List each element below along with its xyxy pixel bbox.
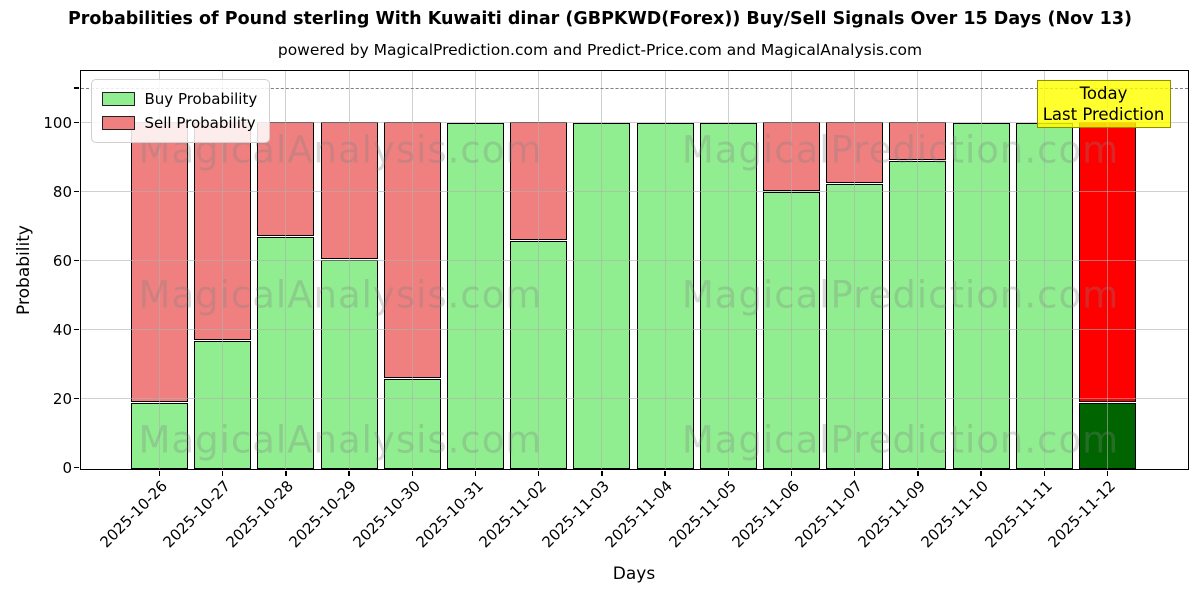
h-gridline xyxy=(80,328,1188,330)
v-gridline xyxy=(1106,70,1109,469)
legend-item: Buy Probability xyxy=(101,87,258,111)
x-tick-label: 2025-11-04 xyxy=(601,477,677,552)
threshold-dashed-line xyxy=(80,87,1188,89)
today-annotation: Today Last Prediction xyxy=(1036,79,1171,128)
y-tick-label: 40 xyxy=(52,320,72,339)
y-tick-label: 100 xyxy=(43,113,72,132)
v-gridline xyxy=(980,70,982,469)
x-tick-mark xyxy=(348,470,350,476)
h-gridline xyxy=(80,397,1188,400)
y-tick-mark xyxy=(73,121,79,124)
x-tick-label: 2025-11-03 xyxy=(538,477,614,552)
y-tick-label: 0 xyxy=(62,459,72,477)
annotation-line-2: Last Prediction xyxy=(1042,104,1165,124)
x-tick-mark xyxy=(1043,470,1046,476)
v-gridline xyxy=(285,70,287,469)
legend-label: Sell Probability xyxy=(144,113,256,132)
x-tick-mark xyxy=(727,470,730,476)
v-gridline xyxy=(411,70,413,469)
v-gridline xyxy=(158,70,161,469)
y-axis-label: Probability xyxy=(14,225,34,315)
x-tick-mark xyxy=(158,470,161,476)
x-tick-label: 2025-10-27 xyxy=(159,477,234,552)
x-tick-label: 2025-11-09 xyxy=(854,477,930,552)
x-tick-mark xyxy=(980,470,982,476)
v-gridline xyxy=(348,70,350,469)
v-gridline xyxy=(1043,70,1045,469)
y-tick-mark xyxy=(73,87,79,89)
v-gridline xyxy=(917,70,919,469)
y-tick-mark xyxy=(73,466,79,469)
y-tick-mark xyxy=(73,259,79,262)
legend-swatch xyxy=(101,91,135,106)
watermark-text: MagicalPrediction.com xyxy=(681,418,1120,461)
y-tick-label: 60 xyxy=(52,251,72,270)
v-gridline xyxy=(854,70,856,469)
x-tick-mark xyxy=(537,470,540,476)
y-tick-label: 80 xyxy=(52,182,72,201)
x-tick-mark xyxy=(221,470,224,476)
legend-swatch xyxy=(101,115,135,130)
x-tick-label: 2025-11-02 xyxy=(475,477,550,552)
x-tick-label: 2025-11-05 xyxy=(665,477,740,552)
watermark-text: MagicalPrediction.com xyxy=(681,273,1120,316)
x-tick-label: 2025-10-28 xyxy=(222,477,298,552)
legend-item: Sell Probability xyxy=(101,111,258,135)
v-gridline xyxy=(474,70,477,469)
chart-subtitle: powered by MagicalPrediction.com and Pre… xyxy=(277,41,923,59)
v-gridline xyxy=(222,70,224,469)
x-tick-label: 2025-10-31 xyxy=(412,477,487,552)
x-tick-label: 2025-11-11 xyxy=(981,477,1056,552)
x-tick-mark xyxy=(790,470,793,476)
y-tick-mark xyxy=(73,328,79,331)
x-tick-label: 2025-10-29 xyxy=(285,477,361,552)
x-tick-label: 2025-11-07 xyxy=(791,477,866,552)
y-tick-mark xyxy=(73,397,79,400)
y-tick-mark xyxy=(73,190,79,193)
x-tick-mark xyxy=(285,470,287,476)
v-gridline xyxy=(664,70,666,469)
h-gridline xyxy=(80,259,1188,261)
chart-title: Probabilities of Pound sterling With Kuw… xyxy=(67,9,1133,29)
v-gridline xyxy=(601,70,603,469)
x-tick-mark xyxy=(1106,470,1109,476)
legend: Buy Probability Sell Probability xyxy=(90,78,271,143)
x-tick-label: 2025-11-12 xyxy=(1044,477,1119,552)
y-tick-label: 20 xyxy=(52,389,72,408)
x-tick-mark xyxy=(601,470,603,476)
watermark-text: MagicalAnalysis.com xyxy=(138,273,543,316)
v-gridline xyxy=(790,70,793,469)
v-gridline xyxy=(538,70,540,469)
watermark-text: MagicalPrediction.com xyxy=(681,128,1120,171)
h-gridline xyxy=(80,190,1188,192)
plot-area: Buy Probability Sell Probability Today La… xyxy=(73,69,1189,476)
x-tick-label: 2025-10-26 xyxy=(96,477,171,552)
legend-label: Buy Probability xyxy=(144,89,258,108)
h-gridline xyxy=(80,121,1188,123)
v-gridline xyxy=(727,70,729,469)
x-tick-mark xyxy=(411,470,414,476)
annotation-line-1: Today xyxy=(1079,83,1128,103)
x-tick-mark xyxy=(664,470,666,476)
x-tick-mark xyxy=(474,470,477,476)
x-axis-label: Days xyxy=(612,564,656,584)
x-tick-label: 2025-11-06 xyxy=(728,477,803,552)
x-tick-mark xyxy=(917,470,919,476)
watermark-text: MagicalAnalysis.com xyxy=(138,418,543,461)
x-tick-label: 2025-11-10 xyxy=(917,477,993,552)
x-tick-mark xyxy=(853,470,856,476)
x-tick-label: 2025-10-30 xyxy=(349,477,424,552)
